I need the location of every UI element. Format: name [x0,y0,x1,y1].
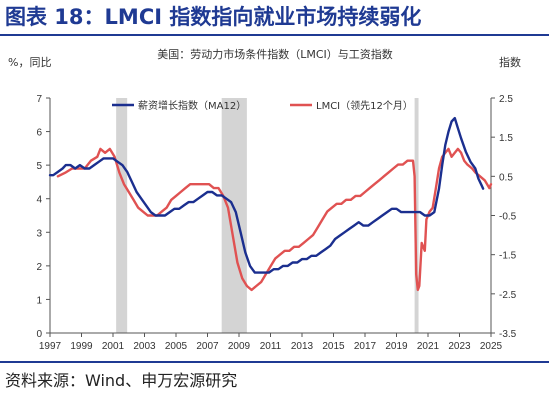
tick-labels: 0 1 2 3 4 5 6 7 -3.5 -2.5 -1.5 -0.5 0.5 1.5 2.5 1997 199… [36,94,516,352]
right-tick-label: 1.5 [499,133,513,144]
x-tick-label: 2011 [260,341,282,352]
left-tick-label: 3 [36,228,42,239]
x-tick-label: 2005 [165,341,188,352]
recession-band [414,98,419,333]
source-rule [0,361,549,363]
wage-series-line [48,116,485,274]
x-tick-label: 2001 [102,341,125,352]
x-tick-label: 2003 [133,341,156,352]
x-tick-label: 2009 [228,341,251,352]
x-tick-label: 2023 [448,341,471,352]
lmci-wage-chart: 美国：劳动力市场条件指数（LMCI）与工资指数 %，同比 指数 薪资增长指数（M… [8,47,521,352]
right-tick-label: 0.5 [499,172,513,183]
x-tick-label: 2007 [196,341,219,352]
legend: 薪资增长指数（MA12） LMCI（领先12个月） [112,99,413,112]
x-tick-label: 2015 [322,341,345,352]
x-tick-label: 1999 [70,341,93,352]
left-tick-label: 5 [36,161,42,172]
left-tick-label: 7 [36,94,42,105]
chart-title: 美国：劳动力市场条件指数（LMCI）与工资指数 [157,47,393,61]
source-note: 资料来源：Wind、申万宏源研究 [5,371,238,390]
x-tick-label: 1997 [39,341,62,352]
legend-label: 薪资增长指数（MA12） [138,99,246,112]
left-tick-label: 4 [36,195,42,206]
legend-label: LMCI（领先12个月） [316,99,413,112]
recession-band [221,98,247,333]
axes [46,97,495,337]
left-axis-label: %，同比 [8,56,51,69]
series-lines [48,116,493,292]
recession-bands [116,98,419,333]
figure-title: 图表 18：LMCI 指数指向就业市场持续弱化 [5,5,422,29]
right-tick-label: -2.5 [499,290,517,301]
x-tick-label: 2025 [480,341,503,352]
right-tick-label: -3.5 [499,329,517,340]
x-tick-label: 2013 [291,341,314,352]
recession-band [116,98,128,333]
x-tick-label: 2019 [385,341,408,352]
right-tick-label: -1.5 [499,251,517,262]
left-tick-label: 2 [36,262,42,273]
right-tick-label: -0.5 [499,212,517,223]
right-tick-label: 2.5 [499,94,513,105]
x-tick-label: 2021 [417,341,440,352]
lmci-series-line [56,147,493,292]
left-tick-label: 1 [36,295,42,306]
x-tick-label: 2017 [354,341,377,352]
title-rule [0,34,549,36]
left-tick-label: 6 [36,128,42,139]
left-tick-label: 0 [36,329,42,340]
right-axis-label: 指数 [499,55,521,69]
